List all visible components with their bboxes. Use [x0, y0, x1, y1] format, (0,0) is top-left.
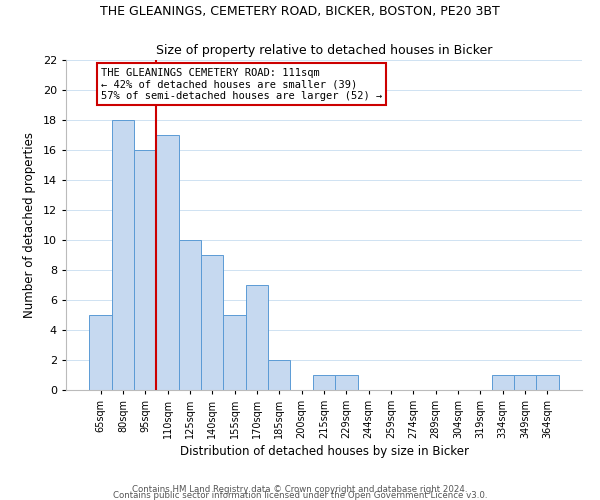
Text: Contains public sector information licensed under the Open Government Licence v3: Contains public sector information licen… — [113, 490, 487, 500]
Bar — [157, 135, 179, 390]
Bar — [112, 120, 134, 390]
Bar — [514, 375, 536, 390]
Bar — [89, 315, 112, 390]
Bar — [536, 375, 559, 390]
Bar — [268, 360, 290, 390]
Text: THE GLEANINGS, CEMETERY ROAD, BICKER, BOSTON, PE20 3BT: THE GLEANINGS, CEMETERY ROAD, BICKER, BO… — [100, 5, 500, 18]
Bar — [335, 375, 358, 390]
Text: Contains HM Land Registry data © Crown copyright and database right 2024.: Contains HM Land Registry data © Crown c… — [132, 484, 468, 494]
Bar — [246, 285, 268, 390]
Bar — [201, 255, 223, 390]
Bar — [223, 315, 246, 390]
Title: Size of property relative to detached houses in Bicker: Size of property relative to detached ho… — [156, 44, 492, 58]
Bar — [491, 375, 514, 390]
Y-axis label: Number of detached properties: Number of detached properties — [23, 132, 36, 318]
Bar — [134, 150, 157, 390]
Text: THE GLEANINGS CEMETERY ROAD: 111sqm
← 42% of detached houses are smaller (39)
57: THE GLEANINGS CEMETERY ROAD: 111sqm ← 42… — [101, 68, 382, 100]
X-axis label: Distribution of detached houses by size in Bicker: Distribution of detached houses by size … — [179, 446, 469, 458]
Bar — [313, 375, 335, 390]
Bar — [179, 240, 201, 390]
